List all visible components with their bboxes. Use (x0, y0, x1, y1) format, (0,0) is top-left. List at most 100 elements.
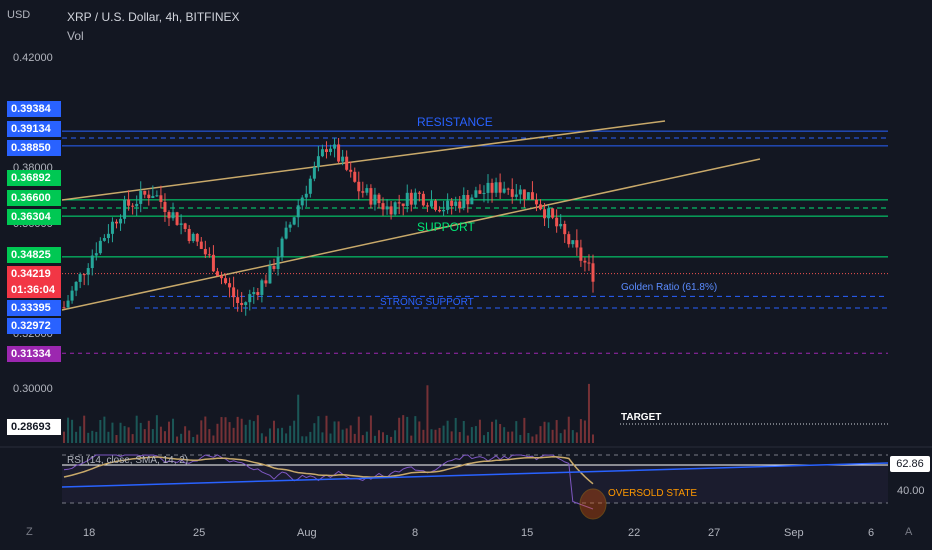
volume-bar (196, 434, 199, 443)
volume-bar (204, 416, 207, 443)
candle-body (312, 167, 316, 179)
candle-body (405, 192, 409, 206)
candle-body (417, 192, 421, 194)
volume-bar (454, 417, 457, 443)
candle-body (179, 223, 183, 225)
volume-bar (220, 417, 223, 443)
rsi-value-badge: 62.86 (890, 456, 930, 472)
volume-bar (184, 426, 187, 443)
symbol-title[interactable]: XRP / U.S. Dollar, 4h, BITFINEX (67, 10, 240, 24)
volume-bar (212, 435, 215, 443)
volume-bar (341, 429, 344, 443)
price-badge: 0.34219 (7, 266, 61, 282)
candle-body (256, 292, 260, 295)
price-badge: 0.33395 (7, 300, 61, 316)
volume-bar (103, 416, 106, 443)
volume-bar (426, 385, 429, 443)
time-tick: Sep (784, 527, 804, 539)
volume-bar (519, 434, 522, 443)
price-badge: 0.31334 (7, 346, 61, 362)
volume-bar (462, 420, 465, 443)
candle-body (66, 300, 70, 308)
price-badge: 0.39384 (7, 101, 61, 117)
volume-bar (313, 423, 316, 443)
volume-bar (571, 430, 574, 443)
volume-bar (438, 427, 441, 443)
candle-body (401, 203, 405, 206)
volume-bar (111, 422, 114, 443)
volume-bar (398, 417, 401, 443)
candle-body (522, 189, 526, 200)
rsi-trendline (61, 462, 889, 488)
volume-bar (188, 430, 191, 443)
candle-body (268, 265, 272, 284)
candle-body (175, 212, 179, 225)
candle-body (434, 200, 438, 210)
volume-bar (390, 436, 393, 443)
volume-bar (293, 420, 296, 443)
rsi-level-label: 40.00 (897, 485, 925, 497)
candle-body (429, 200, 433, 207)
candle-body (482, 192, 486, 194)
volume-bar (83, 415, 86, 443)
volume-bar (507, 431, 510, 443)
volume-bar (361, 435, 364, 443)
price-badge: 0.36304 (7, 209, 61, 225)
auto-scale-button[interactable]: A (905, 526, 913, 538)
volume-bar (163, 431, 166, 443)
volume-legend[interactable]: Vol (67, 29, 84, 43)
candle-body (526, 192, 530, 200)
candle-body (490, 182, 494, 193)
currency-label: USD (7, 9, 31, 21)
candle-body (583, 260, 587, 263)
rsi-legend[interactable]: RSI (14, close, SMA, 14, 2) (67, 455, 189, 466)
candle-body (353, 171, 357, 182)
candle-body (385, 206, 389, 210)
volume-bar (583, 420, 586, 443)
time-tick: Aug (297, 527, 317, 539)
volume-bar (499, 424, 502, 443)
candle-body (324, 149, 328, 152)
volume-bar (394, 430, 397, 443)
candle-body (183, 223, 187, 229)
candle-body (102, 238, 106, 241)
candle-body (337, 144, 341, 162)
candle-body (163, 201, 167, 213)
price-tick: 0.30000 (13, 383, 53, 395)
time-tick: 15 (521, 527, 534, 539)
volume-bar (386, 434, 389, 443)
candle-body (534, 199, 538, 205)
candle-body (284, 227, 288, 239)
volume-bar (260, 433, 263, 443)
candle-body (199, 241, 203, 249)
candle-body (591, 263, 595, 282)
candle-body (397, 202, 401, 204)
volume-bar (414, 416, 417, 443)
volume-bar (272, 420, 275, 443)
volume-bar (369, 415, 372, 443)
volume-bar (325, 415, 328, 443)
time-tick: 18 (83, 527, 96, 539)
candle-body (470, 197, 474, 205)
candle-body (78, 274, 82, 282)
volume-bar (289, 425, 292, 443)
volume-bar (115, 435, 118, 443)
price-badge: 0.38850 (7, 140, 61, 156)
price-badge: 0.32972 (7, 318, 61, 334)
candle-body (114, 221, 118, 224)
volume-bar (256, 415, 259, 443)
volume-bar (406, 416, 409, 443)
zoom-button[interactable]: Z (26, 526, 33, 538)
candle-body (539, 204, 543, 210)
candle-body (94, 253, 98, 256)
volume-bar (192, 436, 195, 443)
volume-bar (442, 425, 445, 443)
candle-body (543, 209, 547, 219)
candle-body (288, 224, 292, 228)
candle-body (413, 192, 417, 205)
volume-bar (503, 427, 506, 443)
candle-body (308, 178, 312, 194)
candle-body (276, 257, 280, 269)
candle-body (506, 188, 510, 190)
volume-bar (71, 419, 74, 443)
